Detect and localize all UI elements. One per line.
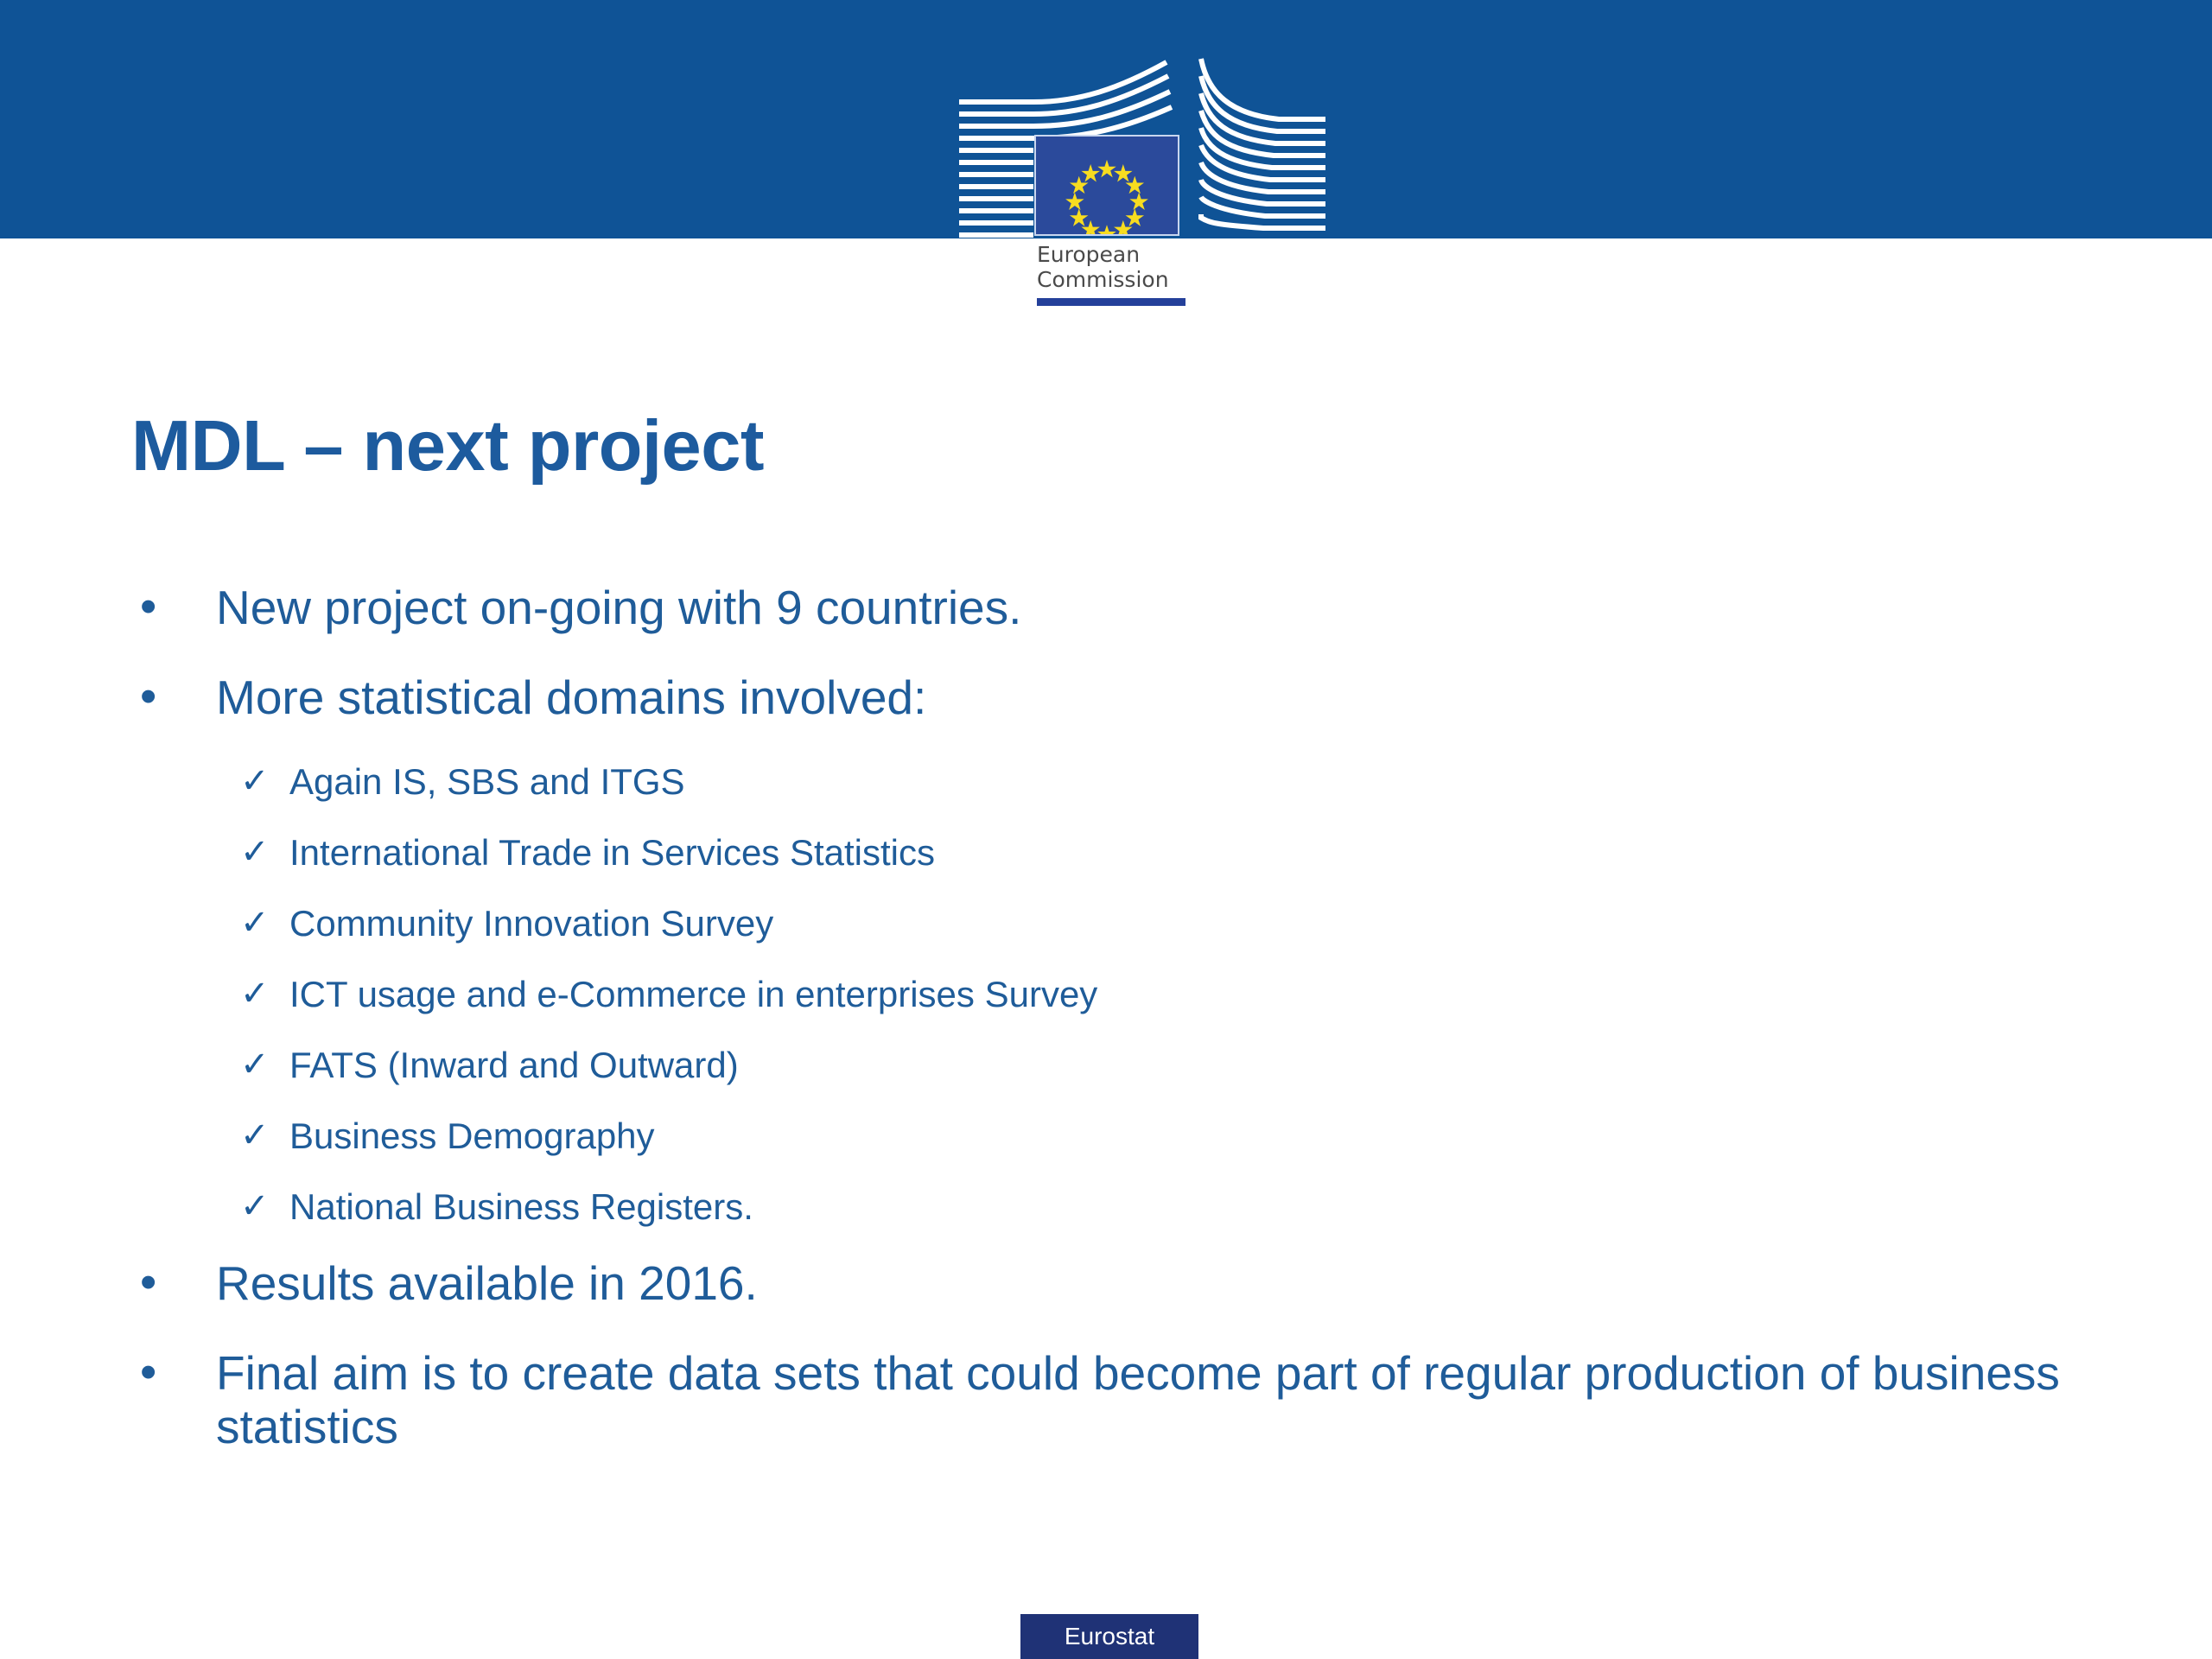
eu-flag-icon <box>1034 135 1179 236</box>
list-item: ✓ International Trade in Services Statis… <box>121 831 2108 874</box>
logo-wave-motif-icon <box>959 58 1325 238</box>
bullet-dot-icon: • <box>140 669 157 722</box>
check-icon: ✓ <box>240 1187 270 1225</box>
list-item-label: More statistical domains involved: <box>216 671 927 724</box>
list-item: ✓ Business Demography <box>121 1115 2108 1157</box>
european-commission-logo: European Commission <box>950 54 1331 321</box>
eurostat-badge: Eurostat <box>1020 1614 1198 1659</box>
list-item: ✓ National Business Registers. <box>121 1185 2108 1228</box>
list-item: ✓ Again IS, SBS and ITGS <box>121 760 2108 803</box>
ec-wordmark-line1: European <box>1037 242 1141 267</box>
list-item-label: International Trade in Services Statisti… <box>289 832 936 873</box>
bullet-dot-icon: • <box>140 1344 157 1398</box>
list-item-label: Community Innovation Survey <box>289 903 774 944</box>
eurostat-badge-label: Eurostat <box>1064 1623 1155 1649</box>
check-icon: ✓ <box>240 1046 270 1084</box>
bullet-dot-icon: • <box>140 579 157 632</box>
list-item: • New project on-going with 9 countries. <box>121 579 2108 634</box>
check-icon: ✓ <box>240 762 270 800</box>
check-icon: ✓ <box>240 975 270 1013</box>
ec-wordmark-line2: Commission <box>1037 267 1169 292</box>
list-item: ✓ ICT usage and e-Commerce in enterprise… <box>121 973 2108 1015</box>
list-item: • More statistical domains involved: <box>121 669 2108 724</box>
ec-wordmark: European Commission <box>1037 242 1218 292</box>
bullet-dot-icon: • <box>140 1255 157 1308</box>
list-item-label: Results available in 2016. <box>216 1256 758 1310</box>
page-title: MDL – next project <box>131 405 765 486</box>
list-item-label: National Business Registers. <box>289 1186 753 1227</box>
check-icon: ✓ <box>240 833 270 871</box>
check-icon: ✓ <box>240 904 270 942</box>
ec-wordmark-underline <box>1037 298 1185 306</box>
list-item-label: New project on-going with 9 countries. <box>216 581 1022 634</box>
list-item: ✓ FATS (Inward and Outward) <box>121 1044 2108 1086</box>
list-item-label: Business Demography <box>289 1116 655 1156</box>
list-item: • Final aim is to create data sets that … <box>121 1344 2108 1453</box>
slide-body: • New project on-going with 9 countries.… <box>121 579 2108 1490</box>
list-item: ✓ Community Innovation Survey <box>121 902 2108 944</box>
list-item-label: ICT usage and e-Commerce in enterprises … <box>289 974 1098 1014</box>
list-item-label: Final aim is to create data sets that co… <box>216 1346 2060 1453</box>
list-item-label: FATS (Inward and Outward) <box>289 1045 739 1085</box>
check-icon: ✓ <box>240 1116 270 1154</box>
sub-list: ✓ Again IS, SBS and ITGS ✓ International… <box>121 760 2108 1228</box>
list-item: • Results available in 2016. <box>121 1255 2108 1310</box>
list-item-label: Again IS, SBS and ITGS <box>289 761 685 802</box>
